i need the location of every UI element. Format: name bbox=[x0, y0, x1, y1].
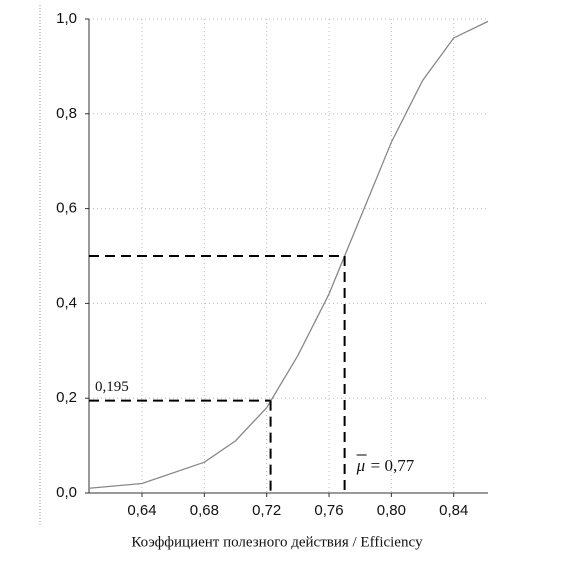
x-tick-label: 0,84 bbox=[439, 502, 468, 519]
x-axis-label: Коэффициент полезного действия / Efficie… bbox=[131, 534, 423, 550]
x-tick-label: 0,68 bbox=[190, 502, 219, 519]
cdf-line bbox=[88, 20, 489, 489]
annotation-label: 0,195 bbox=[95, 379, 129, 395]
annotation-label: = 0,77 bbox=[371, 456, 415, 475]
y-tick-label: 0,4 bbox=[56, 294, 77, 311]
y-tick-label: 0,0 bbox=[56, 484, 77, 501]
x-tick-label: 0,76 bbox=[314, 502, 343, 519]
x-tick-label: 0,72 bbox=[252, 502, 281, 519]
x-tick-label: 0,64 bbox=[127, 502, 156, 519]
y-tick-label: 0,2 bbox=[56, 389, 77, 406]
y-tick-label: 1,0 bbox=[56, 10, 77, 27]
x-tick-label: 0,80 bbox=[377, 502, 406, 519]
annotation-symbol: μ bbox=[356, 456, 366, 475]
y-tick-label: 0,8 bbox=[56, 105, 77, 122]
y-tick-label: 0,6 bbox=[56, 200, 77, 217]
